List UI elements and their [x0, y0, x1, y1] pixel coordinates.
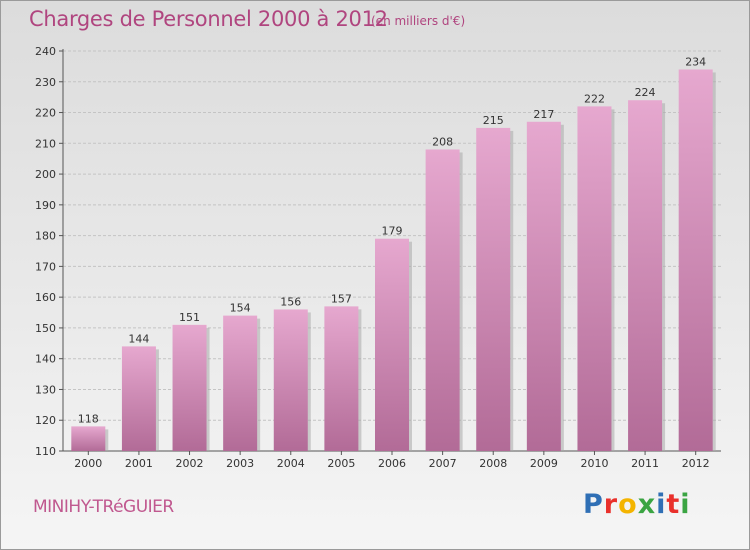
commune-name: MINIHY-TRéGUIER — [33, 497, 174, 517]
data-label: 157 — [331, 292, 352, 305]
bar — [172, 324, 207, 451]
data-label: 156 — [280, 295, 301, 308]
bar — [71, 426, 106, 451]
bar — [628, 100, 663, 451]
logo-letter: o — [618, 489, 638, 520]
y-tick-label: 190 — [35, 199, 56, 212]
chart-subtitle: (en milliers d'€) — [371, 14, 466, 28]
y-tick-label: 180 — [35, 230, 56, 243]
bar — [526, 121, 561, 452]
bars — [71, 69, 716, 452]
x-tick-label: 2000 — [74, 457, 102, 470]
bar — [425, 149, 460, 451]
data-label: 118 — [78, 412, 99, 425]
x-tick-label: 2003 — [226, 457, 254, 470]
bar — [121, 346, 156, 451]
data-label: 234 — [685, 55, 706, 68]
logo-letter: i — [680, 489, 691, 520]
proxiti-logo: Proxiti — [583, 489, 691, 520]
logo-letter: P — [583, 489, 604, 520]
x-tick-label: 2001 — [125, 457, 153, 470]
logo-letter: x — [637, 489, 657, 520]
data-label: 224 — [635, 86, 656, 99]
bar — [476, 127, 511, 451]
bar — [273, 309, 308, 451]
y-tick-label: 110 — [35, 445, 56, 458]
logo-letter: t — [666, 489, 681, 520]
x-tick-label: 2011 — [631, 457, 659, 470]
x-tick-label: 2005 — [327, 457, 355, 470]
bar — [577, 106, 612, 451]
logo-letter: i — [656, 489, 667, 520]
x-tick-label: 2002 — [176, 457, 204, 470]
data-label: 215 — [483, 114, 504, 127]
x-tick-label: 2012 — [682, 457, 710, 470]
y-tick-label: 240 — [35, 45, 56, 58]
y-tick-label: 160 — [35, 291, 56, 304]
bar — [678, 69, 713, 451]
data-labels: 118 144 151 154 156 157 179 208 215 217 222 224 234 — [78, 55, 706, 425]
x-tick-label: 2004 — [277, 457, 305, 470]
x-tick-label: 2009 — [530, 457, 558, 470]
y-tick-label: 140 — [35, 353, 56, 366]
data-label: 144 — [128, 332, 149, 345]
data-label: 151 — [179, 311, 200, 324]
y-tick-label: 120 — [35, 414, 56, 427]
data-label: 154 — [230, 302, 251, 315]
y-tick-label: 220 — [35, 107, 56, 120]
bar — [324, 306, 359, 451]
y-tick-label: 130 — [35, 383, 56, 396]
y-tick-label: 230 — [35, 76, 56, 89]
y-tick-label: 150 — [35, 322, 56, 335]
y-tick-label: 200 — [35, 168, 56, 181]
data-label: 217 — [533, 108, 554, 121]
chart-title: Charges de Personnel 2000 à 2012 — [29, 7, 388, 31]
bar — [375, 238, 409, 451]
x-tick-label: 2008 — [479, 457, 507, 470]
axes: 110 120 130 140 150 160 170 180 190 200 210 220 230 2… — [35, 45, 721, 470]
x-tick-label: 2010 — [580, 457, 608, 470]
data-label: 208 — [432, 135, 453, 148]
data-label: 179 — [382, 225, 403, 238]
logo-letter: r — [603, 489, 619, 520]
x-tick-label: 2006 — [378, 457, 406, 470]
x-tick-label: 2007 — [429, 457, 457, 470]
bar — [223, 315, 258, 451]
data-label: 222 — [584, 92, 605, 105]
y-tick-label: 170 — [35, 260, 56, 273]
y-tick-label: 210 — [35, 137, 56, 150]
